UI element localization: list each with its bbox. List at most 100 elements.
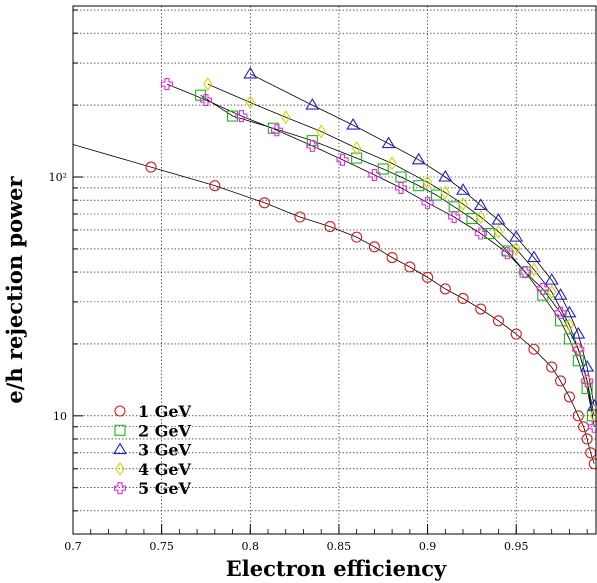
data-point — [554, 306, 567, 319]
data-point — [351, 231, 363, 243]
data-point — [571, 326, 586, 339]
data-point — [439, 283, 451, 295]
data-point — [413, 180, 425, 192]
data-point — [227, 110, 239, 122]
data-point — [554, 315, 567, 327]
data-point — [448, 210, 461, 224]
fit-curve — [166, 83, 595, 427]
data-point — [457, 292, 469, 305]
data-point — [199, 93, 213, 107]
data-point — [394, 181, 408, 194]
data-point — [294, 211, 306, 223]
data-point — [581, 374, 594, 387]
data-point — [306, 135, 318, 147]
data-point — [404, 261, 416, 273]
data-point — [386, 251, 398, 264]
data-point — [563, 333, 575, 345]
data-point — [346, 117, 361, 130]
legend-label: 3 GeV — [138, 441, 192, 460]
x-tick-label: 0.8 — [242, 540, 260, 553]
legend-marker — [115, 461, 125, 476]
fit-curve — [200, 94, 593, 416]
data-point — [421, 196, 434, 209]
data-point — [316, 124, 326, 139]
data-point — [546, 361, 558, 373]
x-tick-label: 0.95 — [504, 540, 529, 553]
data-point — [581, 383, 593, 395]
data-point — [336, 153, 349, 166]
data-point — [572, 343, 585, 356]
fit-curve-extension — [72, 144, 152, 168]
data-point — [474, 227, 487, 240]
legend-label: 1 GeV — [138, 402, 192, 421]
x-tick-label: 0.9 — [419, 540, 437, 553]
data-point — [440, 185, 450, 200]
data-point — [554, 375, 567, 387]
data-point — [305, 98, 320, 110]
data-point — [553, 288, 568, 300]
y-tick-label: 10 — [53, 410, 67, 423]
data-point — [519, 265, 532, 279]
data-point — [258, 197, 271, 209]
data-point — [422, 271, 434, 283]
data-point — [528, 343, 540, 355]
data-point — [466, 212, 478, 225]
fit-curves — [72, 73, 595, 464]
data-point — [368, 168, 381, 181]
data-point — [203, 77, 213, 92]
legend-marker — [113, 482, 127, 495]
data-point — [563, 391, 575, 403]
data-point — [438, 169, 453, 182]
data-markers — [145, 66, 597, 470]
data-point — [580, 360, 595, 372]
data-point — [430, 189, 442, 201]
fit-curve — [150, 166, 595, 464]
data-point — [564, 318, 575, 333]
data-point — [281, 110, 291, 125]
data-point — [243, 66, 258, 79]
x-axis-title: Electron efficiency — [226, 556, 447, 581]
data-point — [537, 289, 549, 301]
x-tick-label: 0.75 — [149, 540, 174, 553]
data-point — [245, 95, 255, 110]
data-point — [411, 152, 426, 165]
data-point — [493, 224, 504, 239]
data-point — [387, 156, 397, 171]
fit-curve — [207, 83, 595, 416]
data-point — [484, 227, 496, 240]
data-point — [456, 183, 471, 195]
plot-frame — [72, 5, 597, 535]
data-point — [458, 197, 468, 212]
data-point — [476, 210, 486, 224]
data-point — [572, 410, 584, 422]
data-point — [544, 273, 559, 285]
data-point — [351, 141, 362, 156]
data-point — [491, 213, 506, 225]
legend-marker — [113, 442, 127, 455]
data-point — [509, 230, 524, 242]
data-point — [235, 109, 248, 123]
legend-label: 5 GeV — [138, 479, 192, 498]
data-point — [492, 315, 505, 327]
data-point — [270, 124, 283, 137]
y-axis-title: e/h rejection power — [2, 175, 27, 403]
axis-ticks: 0.7 0.75 0.8 0.85 0.9 0.95 10 10² — [49, 9, 588, 553]
data-point — [368, 241, 380, 253]
data-point — [160, 78, 174, 91]
data-point — [588, 458, 597, 470]
legend-marker — [114, 405, 126, 417]
data-point — [501, 247, 514, 260]
legend-label: 2 GeV — [138, 421, 192, 440]
legend-label: 4 GeV — [138, 460, 192, 479]
data-point — [306, 139, 319, 152]
x-tick-label: 0.85 — [327, 540, 352, 553]
data-point — [473, 198, 488, 211]
data-point — [145, 161, 157, 173]
data-point — [581, 433, 593, 445]
x-tick-label: 0.7 — [64, 540, 82, 553]
data-point — [510, 328, 522, 340]
data-point — [351, 152, 363, 164]
data-point — [511, 241, 521, 256]
